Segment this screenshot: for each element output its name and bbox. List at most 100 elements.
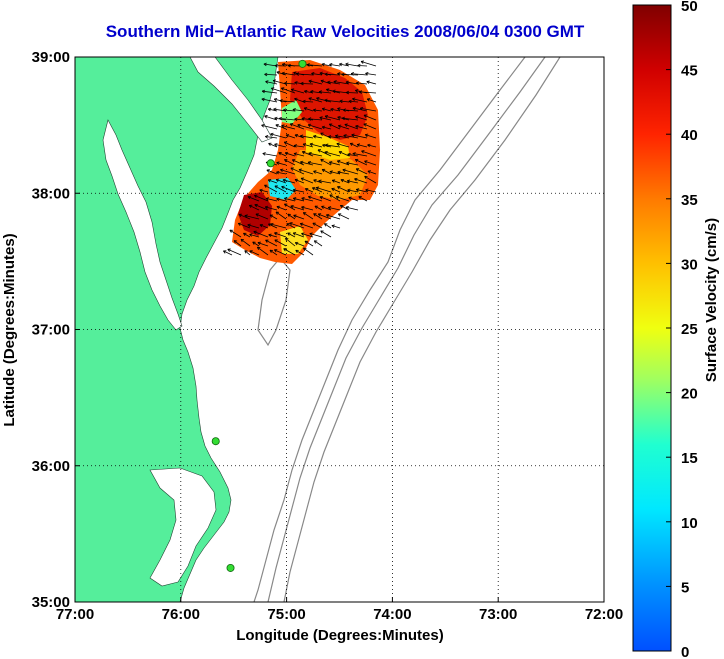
velocity-vector-head	[316, 97, 319, 101]
velocity-vector-head	[275, 179, 279, 182]
velocity-vector-head	[265, 205, 269, 208]
colorbar-tick-label: 5	[681, 579, 689, 596]
velocity-vector-head	[324, 73, 328, 77]
y-tick-label: 38:00	[32, 185, 70, 202]
velocity-vector-head	[347, 153, 351, 157]
velocity-vector	[326, 214, 341, 220]
velocity-vector-head	[341, 74, 345, 77]
velocity-vector	[295, 249, 305, 256]
velocity-vector-head	[329, 62, 333, 65]
velocity-vector	[255, 213, 269, 220]
velocity-vector	[312, 187, 323, 193]
velocity-vector-head	[289, 123, 293, 127]
velocity-vector	[355, 159, 368, 166]
velocity-vector-head	[352, 98, 355, 101]
velocity-vector-head	[313, 135, 316, 139]
velocity-vector-head	[331, 188, 334, 192]
velocity-vector-head	[321, 126, 325, 130]
velocity-vector-head	[333, 81, 337, 84]
velocity-vector	[264, 115, 278, 121]
velocity-vector-head	[247, 223, 251, 226]
velocity-vector-head	[273, 249, 277, 253]
velocity-vector	[309, 143, 323, 148]
velocity-vector-head	[356, 82, 359, 85]
velocity-vector-head	[356, 81, 360, 84]
velocity-vector-head	[361, 150, 365, 152]
velocity-vector-head	[339, 99, 343, 102]
velocity-vector-head	[315, 187, 319, 190]
velocity-vector-head	[265, 135, 269, 137]
velocity-vector-head	[331, 180, 335, 183]
velocity-vector	[319, 117, 332, 121]
velocity-vector	[302, 151, 314, 157]
velocity-vector-head	[285, 237, 289, 240]
velocity-vector-head	[259, 188, 263, 191]
velocity-vector-head	[284, 81, 288, 84]
delaware-bay	[189, 57, 273, 143]
velocity-vector	[307, 124, 323, 130]
velocity-vector-head	[238, 214, 242, 218]
colorbar-tick-label: 30	[681, 256, 698, 273]
velocity-vector-head	[292, 232, 296, 236]
velocity-vector	[247, 196, 260, 202]
velocity-vector	[352, 107, 368, 112]
velocity-vector-head	[265, 239, 268, 243]
velocity-vector	[259, 189, 269, 193]
velocity-vector-head	[273, 107, 277, 110]
velocity-vector-head	[337, 125, 341, 129]
velocity-vector	[327, 81, 341, 85]
velocity-vector-head	[298, 169, 302, 172]
velocity-vector-head	[341, 72, 345, 75]
velocity-vector-head	[338, 124, 342, 127]
velocity-vector	[364, 175, 377, 184]
velocity-vector-head	[337, 72, 341, 74]
colorbar-tick-label: 40	[681, 127, 698, 144]
velocity-vector-head	[316, 186, 320, 188]
velocity-vector-head	[247, 224, 251, 228]
velocity-vector	[342, 169, 359, 175]
y-tick-label: 39:00	[32, 49, 70, 66]
velocity-vector-head	[367, 144, 370, 148]
velocity-vector	[300, 135, 314, 139]
velocity-vector-head	[366, 98, 370, 102]
velocity-vector	[281, 186, 296, 193]
velocity-vector	[293, 214, 305, 220]
velocity-vector-head	[310, 89, 314, 92]
velocity-vector-head	[304, 107, 308, 109]
velocity-vector	[324, 115, 341, 121]
velocity-vector-head	[313, 240, 316, 244]
velocity-vector	[264, 73, 278, 76]
velocity-vector-head	[269, 249, 272, 254]
velocity-vector-head	[354, 178, 357, 182]
velocity-vector-head	[223, 250, 226, 254]
velocity-vector	[279, 100, 296, 103]
velocity-vector	[276, 171, 287, 175]
velocity-vector	[314, 205, 323, 211]
bathymetry-contours	[253, 57, 561, 602]
velocity-vector-head	[303, 247, 306, 251]
velocity-vector	[292, 109, 305, 112]
velocity-vector	[243, 232, 251, 238]
velocity-vector-head	[337, 115, 341, 118]
velocity-vector-head	[318, 90, 322, 93]
velocity-vector-head	[321, 206, 324, 209]
velocity-vector	[293, 189, 305, 193]
velocity-vector-head	[254, 204, 257, 208]
velocity-vector	[254, 204, 269, 211]
velocity-vector-head	[325, 214, 329, 218]
velocity-vector-head	[364, 176, 367, 180]
velocity-vector-head	[341, 116, 346, 119]
velocity-vector-head	[320, 159, 323, 163]
velocity-vector	[300, 223, 314, 229]
velocity-vector-head	[342, 108, 346, 111]
velocity-vector-head	[263, 63, 267, 67]
velocity-vector	[356, 82, 368, 85]
velocity-vector-head	[301, 197, 305, 199]
velocity-vector-head	[282, 62, 286, 65]
velocity-vector-head	[318, 180, 322, 183]
velocity-vector	[346, 92, 359, 94]
velocity-vector	[324, 223, 332, 229]
velocity-vector-head	[320, 132, 323, 136]
velocity-vector	[270, 133, 287, 139]
velocity-vector	[338, 125, 350, 130]
